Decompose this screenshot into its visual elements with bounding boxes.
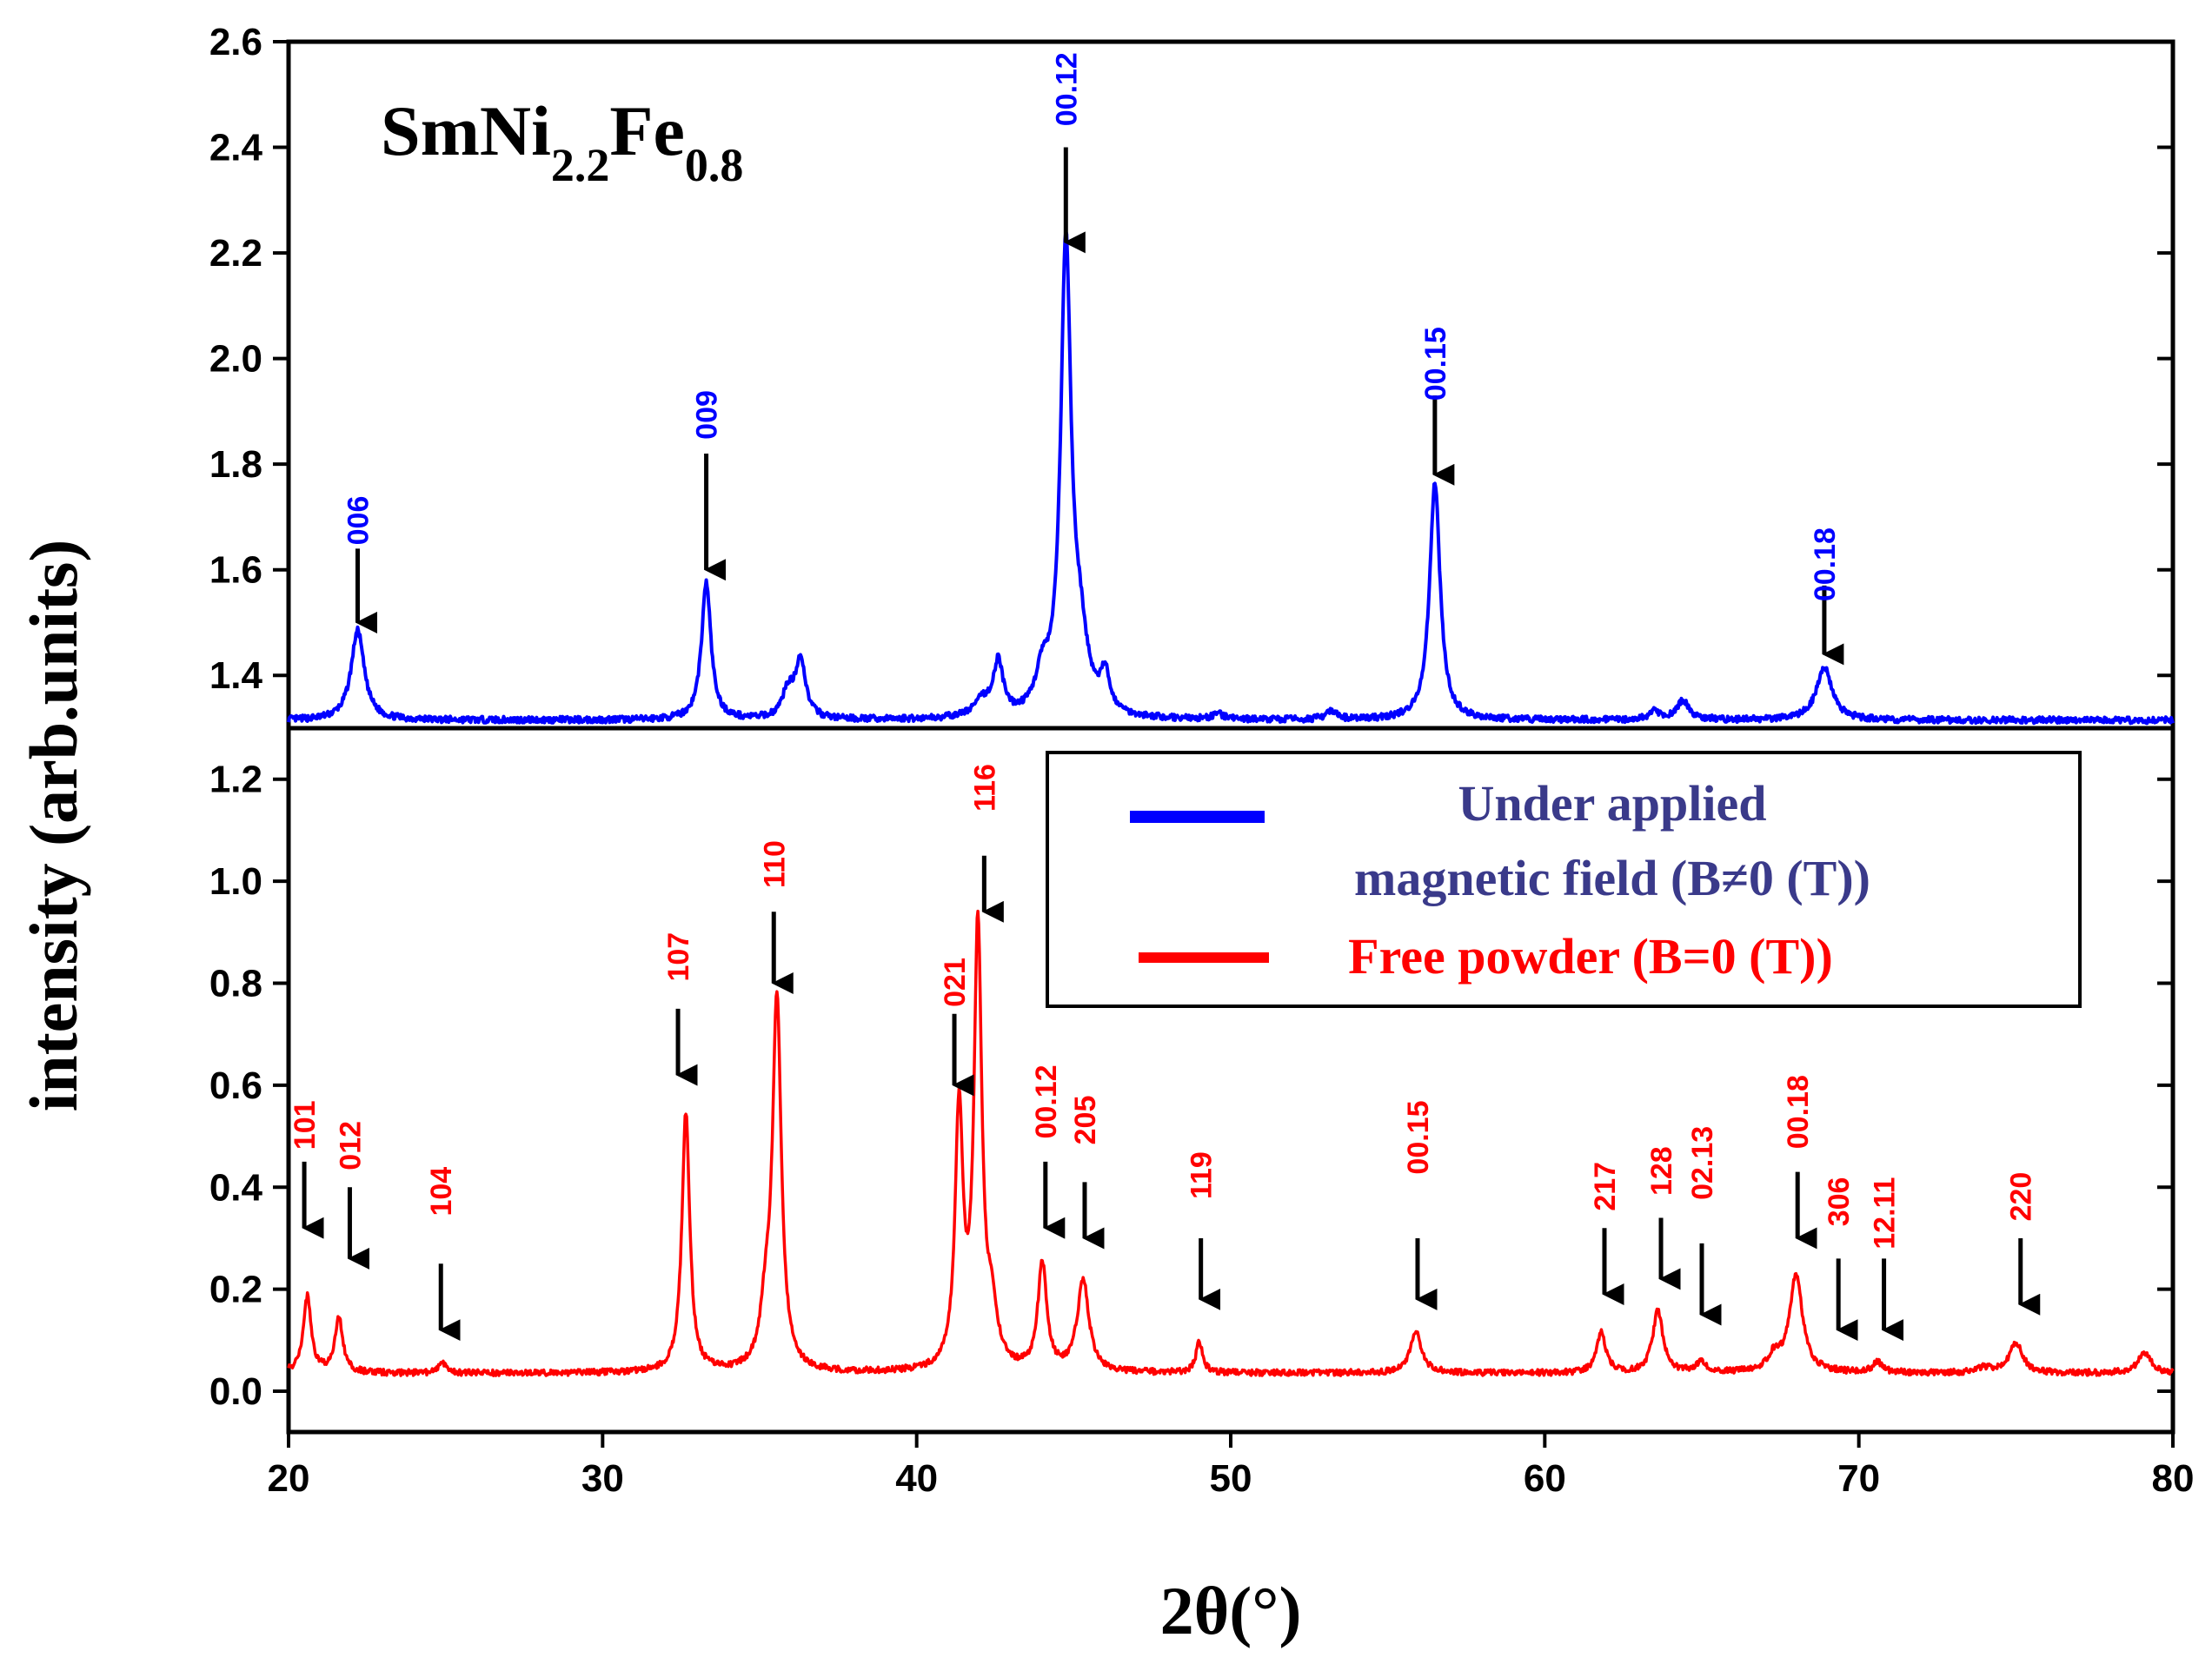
top-y-tick-label-1.6: 1.6: [209, 549, 262, 592]
formula-sub-2: 0.8: [685, 139, 744, 191]
formula-base-2: Fe: [609, 91, 684, 170]
top-y-tick-label-2.6: 2.6: [209, 21, 262, 63]
bottom-y-tick-label-0.2: 0.2: [209, 1269, 262, 1311]
x-tick-label-20: 20: [268, 1457, 310, 1500]
formula-base-1: SmNi: [381, 91, 551, 170]
formula-sub-1: 2.2: [551, 139, 610, 191]
x-tick-label-50: 50: [1210, 1457, 1252, 1500]
peak-label-bottom-8: 205: [1069, 1096, 1102, 1145]
compound-formula: SmNi2.2Fe0.8: [381, 91, 743, 191]
x-tick-label-70: 70: [1837, 1457, 1880, 1500]
peak-label-bottom-15: 306: [1823, 1177, 1856, 1227]
bottom-y-tick-label-0.8: 0.8: [209, 962, 262, 1005]
top-y-tick-label-1.4: 1.4: [209, 654, 263, 697]
series-line-under-applied-field: [287, 229, 2175, 726]
peak-label-bottom-6: 116: [968, 764, 1001, 812]
peak-label-top-0: 006: [342, 496, 375, 546]
top-y-tick-label-2.2: 2.2: [209, 232, 262, 275]
peak-label-bottom-4: 110: [758, 840, 791, 888]
x-tick-label-30: 30: [581, 1457, 624, 1500]
bottom-y-tick-label-0.0: 0.0: [209, 1370, 262, 1413]
legend: Under applied magnetic field (B≠0 (T)) F…: [1046, 751, 2082, 1008]
tick-labels: 20 30 40 50 60 70 80 1.4 1.6 1.8 2.0 2.2 2.4 2.6 0.0 0.…: [209, 21, 2195, 1500]
peak-label-bottom-9: 119: [1186, 1151, 1219, 1199]
bottom-y-tick-label-0.6: 0.6: [209, 1064, 262, 1107]
peak-label-bottom-7: 00.12: [1030, 1064, 1063, 1138]
top-y-tick-label-1.8: 1.8: [209, 443, 262, 486]
x-tick-label-80: 80: [2152, 1457, 2195, 1500]
peak-arrows: [302, 147, 2041, 1342]
peak-label-bottom-11: 217: [1589, 1162, 1622, 1211]
bottom-y-tick-label-0.4: 0.4: [209, 1166, 263, 1209]
bottom-y-tick-label-1.0: 1.0: [209, 860, 262, 903]
top-y-tick-label-2.0: 2.0: [209, 338, 262, 381]
bottom-y-tick-label-1.2: 1.2: [209, 759, 262, 801]
peak-label-bottom-5: 021: [939, 958, 972, 1007]
peak-label-bottom-17: 220: [2005, 1172, 2038, 1222]
peak-label-bottom-2: 104: [425, 1167, 458, 1217]
tick-marks: [273, 40, 2175, 1448]
legend-box: [1046, 751, 2082, 1008]
peak-label-bottom-10: 00.15: [1402, 1100, 1435, 1174]
y-axis-title: intensity (arb.units): [16, 540, 91, 1112]
peak-label-bottom-3: 107: [662, 932, 695, 982]
peak-label-top-2: 00.12: [1050, 52, 1083, 126]
peak-label-top-1: 009: [691, 390, 724, 440]
legend-label-under-applied-line1: Under applied: [1458, 775, 1766, 832]
x-tick-label-40: 40: [895, 1457, 938, 1500]
peak-label-bottom-12: 128: [1645, 1146, 1678, 1196]
x-tick-label-60: 60: [1524, 1457, 1566, 1500]
peak-label-top-3: 00.15: [1419, 327, 1452, 401]
legend-label-free-powder: Free powder (B=0 (T)): [1348, 928, 1833, 985]
legend-label-under-applied-line2: magnetic field (B≠0 (T)): [1354, 850, 1870, 906]
peak-label-bottom-14: 00.18: [1782, 1075, 1815, 1149]
peak-label-bottom-0: 101: [289, 1100, 322, 1150]
x-axis-title: 2θ(°): [1160, 1573, 1302, 1648]
series-line-free-powder: [287, 909, 2175, 1377]
peak-label-top-4: 00.18: [1809, 527, 1842, 601]
peak-label-bottom-16: 12.11: [1869, 1177, 1902, 1250]
top-y-tick-label-2.4: 2.4: [209, 127, 263, 169]
peak-labels: 006 009 00.12 00.15 00.18 101 012 104 107 110 021 1…: [289, 52, 2038, 1250]
peak-label-bottom-1: 012: [334, 1121, 367, 1170]
peak-label-bottom-13: 02.13: [1686, 1126, 1719, 1200]
